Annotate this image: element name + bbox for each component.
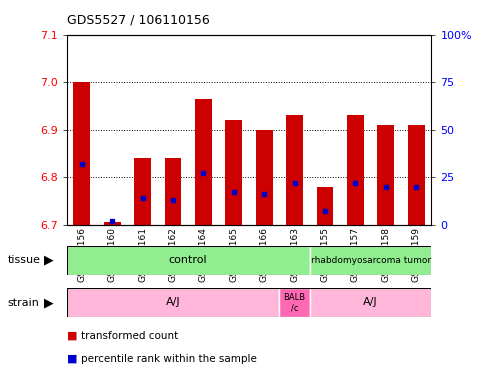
Text: BALB
/c: BALB /c [283, 293, 306, 312]
Text: ■: ■ [67, 354, 77, 364]
Text: strain: strain [7, 298, 39, 308]
Bar [310, 288, 431, 317]
Text: A/J: A/J [166, 297, 180, 308]
Bar [280, 288, 310, 317]
Text: GDS5527 / 106110156: GDS5527 / 106110156 [67, 13, 210, 26]
Text: ▶: ▶ [43, 254, 53, 267]
Bar [165, 158, 181, 225]
Bar [317, 187, 333, 225]
Text: tissue: tissue [7, 255, 40, 265]
Bar [67, 246, 310, 275]
Text: transformed count: transformed count [81, 331, 178, 341]
Bar [310, 246, 431, 275]
Bar [73, 82, 90, 225]
Bar [378, 125, 394, 225]
Bar [408, 125, 424, 225]
Text: A/J: A/J [363, 297, 378, 308]
Text: ■: ■ [67, 331, 77, 341]
Bar [256, 129, 273, 225]
Bar [347, 115, 364, 225]
Text: ▶: ▶ [43, 296, 53, 309]
Text: control: control [169, 255, 208, 265]
Bar [286, 115, 303, 225]
Bar [195, 99, 211, 225]
Text: percentile rank within the sample: percentile rank within the sample [81, 354, 257, 364]
Bar [134, 158, 151, 225]
Text: rhabdomyosarcoma tumor: rhabdomyosarcoma tumor [311, 256, 430, 265]
Bar [225, 120, 242, 225]
Bar [104, 222, 120, 225]
Bar [67, 288, 280, 317]
